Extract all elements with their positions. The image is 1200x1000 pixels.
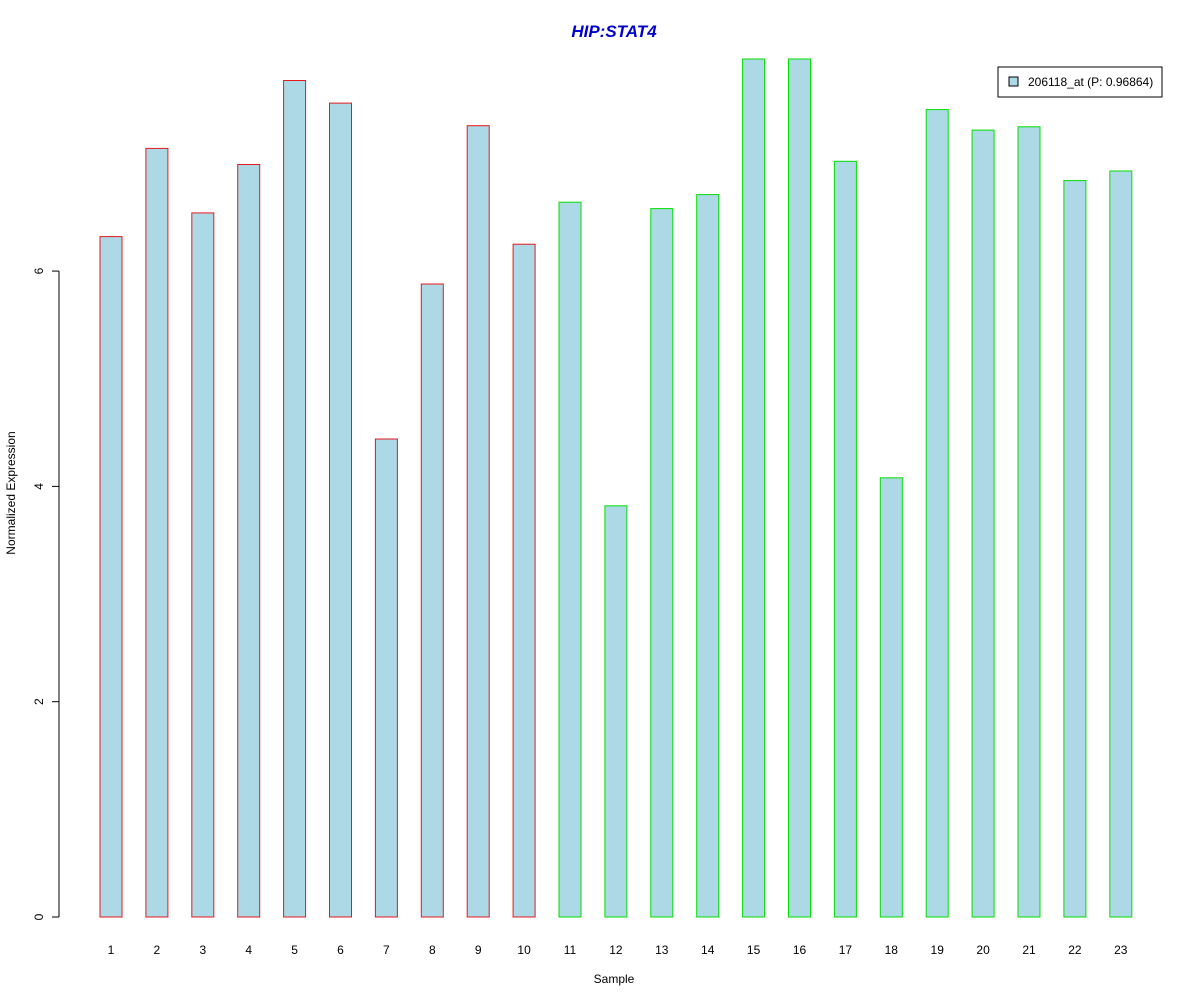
x-tick-label: 6 bbox=[337, 943, 344, 957]
bar bbox=[925, 109, 949, 918]
y-axis: 0 2 4 6 bbox=[32, 267, 60, 920]
legend-swatch bbox=[1008, 76, 1019, 87]
y-axis-title: Normalized Expression bbox=[4, 431, 18, 554]
x-tick-label: 9 bbox=[475, 943, 482, 957]
x-tick-label: 18 bbox=[885, 943, 899, 957]
bar bbox=[191, 212, 215, 918]
bar bbox=[466, 125, 490, 918]
bar bbox=[696, 194, 720, 918]
y-tick-label: 6 bbox=[32, 267, 46, 274]
bar bbox=[971, 129, 995, 918]
bar bbox=[879, 477, 903, 918]
bar bbox=[145, 147, 169, 918]
x-tick-label: 1 bbox=[108, 943, 115, 957]
chart-title: HIP:STAT4 bbox=[571, 22, 657, 41]
legend-label: 206118_at (P: 0.96864) bbox=[1028, 75, 1153, 89]
x-tick-label: 10 bbox=[517, 943, 531, 957]
x-tick-label: 2 bbox=[154, 943, 161, 957]
x-axis-title: Sample bbox=[594, 972, 635, 986]
legend-box bbox=[997, 66, 1163, 98]
x-tick-label: 5 bbox=[291, 943, 298, 957]
bar bbox=[512, 243, 536, 918]
bar bbox=[1017, 126, 1041, 918]
bar bbox=[1063, 180, 1087, 918]
x-tick-label: 8 bbox=[429, 943, 436, 957]
legend: 206118_at (P: 0.96864) bbox=[997, 66, 1163, 98]
x-tick-label: 3 bbox=[199, 943, 206, 957]
bar bbox=[742, 58, 766, 918]
x-axis-ticks: 1 2 3 4 5 6 7 8 9 10 11 12 13 14 15 16 17 18 19 20 21 22 23 bbox=[108, 943, 1128, 957]
bar bbox=[833, 160, 857, 918]
x-tick-label: 7 bbox=[383, 943, 390, 957]
x-tick-label: 16 bbox=[793, 943, 807, 957]
bar bbox=[99, 236, 123, 918]
bar bbox=[1109, 170, 1133, 918]
x-tick-label: 22 bbox=[1068, 943, 1082, 957]
bar bbox=[374, 438, 398, 918]
x-tick-label: 14 bbox=[701, 943, 715, 957]
y-tick-label: 0 bbox=[32, 913, 46, 920]
x-tick-label: 21 bbox=[1022, 943, 1036, 957]
bar bbox=[558, 201, 582, 918]
x-tick-label: 20 bbox=[976, 943, 990, 957]
bar bbox=[650, 208, 674, 918]
x-tick-label: 4 bbox=[245, 943, 252, 957]
y-tick-label: 4 bbox=[32, 483, 46, 490]
x-tick-label: 19 bbox=[931, 943, 945, 957]
bar bbox=[788, 58, 811, 918]
bar bbox=[420, 283, 444, 918]
bar bbox=[237, 164, 261, 918]
x-tick-label: 11 bbox=[564, 943, 577, 957]
bar bbox=[283, 80, 307, 918]
bar bbox=[604, 505, 628, 918]
bar bbox=[329, 102, 352, 918]
y-tick-label: 2 bbox=[32, 698, 46, 705]
x-tick-label: 15 bbox=[747, 943, 761, 957]
x-tick-label: 23 bbox=[1114, 943, 1128, 957]
x-tick-label: 12 bbox=[609, 943, 623, 957]
bars bbox=[99, 58, 1133, 918]
x-tick-label: 17 bbox=[839, 943, 853, 957]
x-tick-label: 13 bbox=[655, 943, 669, 957]
